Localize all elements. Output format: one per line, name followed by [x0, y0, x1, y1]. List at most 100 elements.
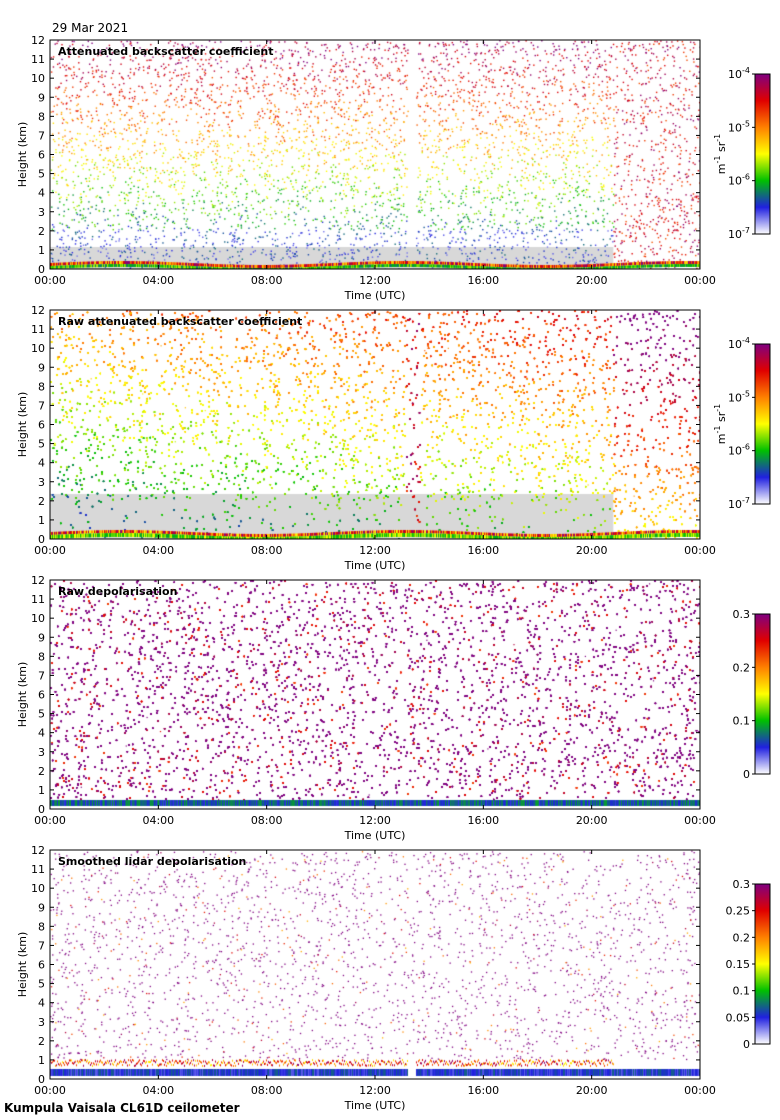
- y-tick-label: 2: [38, 225, 45, 238]
- y-tick-label: 11: [31, 593, 45, 606]
- y-tick-label: 6: [38, 689, 45, 702]
- x-tick-label: 04:00: [142, 1084, 174, 1097]
- colorbar-tick-label: 10-7: [728, 226, 750, 241]
- x-tick-label: 20:00: [576, 814, 608, 827]
- colorbar-tick-label: 0.3: [733, 878, 751, 891]
- y-tick-label: 7: [38, 669, 45, 682]
- colorbar-unit: m-1 sr-1: [713, 134, 728, 174]
- y-tick-label: 0: [38, 263, 45, 276]
- y-tick-label: 6: [38, 149, 45, 162]
- x-tick-label: 00:00: [34, 814, 66, 827]
- panel-title: Smoothed lidar depolarisation: [58, 855, 246, 868]
- y-tick-label: 3: [38, 206, 45, 219]
- y-tick-label: 1: [38, 514, 45, 527]
- y-tick-label: 9: [38, 631, 45, 644]
- y-axis-title: Height (km): [16, 662, 29, 728]
- x-tick-label: 04:00: [142, 544, 174, 557]
- y-tick-label: 11: [31, 323, 45, 336]
- x-tick-label: 00:00: [684, 1084, 716, 1097]
- y-tick-label: 0: [38, 533, 45, 546]
- colorbar-tick-label: 10-5: [728, 119, 750, 134]
- x-tick-label: 12:00: [359, 544, 391, 557]
- y-tick-label: 10: [31, 72, 45, 85]
- x-tick-label: 16:00: [467, 1084, 499, 1097]
- panel-title: Attenuated backscatter coefficient: [58, 45, 274, 58]
- y-tick-label: 12: [31, 574, 45, 587]
- date-label: 29 Mar 2021: [52, 21, 129, 35]
- y-tick-label: 9: [38, 361, 45, 374]
- y-tick-label: 5: [38, 168, 45, 181]
- colorbar-tick-label: 10-4: [728, 336, 750, 351]
- colorbar-tick-label: 0.1: [733, 985, 751, 998]
- x-tick-label: 00:00: [684, 544, 716, 557]
- y-tick-label: 11: [31, 863, 45, 876]
- y-tick-label: 0: [38, 803, 45, 816]
- y-tick-label: 4: [38, 457, 45, 470]
- colorbar-tick-label: 0: [743, 768, 750, 781]
- colorbar: [754, 343, 771, 505]
- y-tick-label: 8: [38, 110, 45, 123]
- y-tick-label: 7: [38, 129, 45, 142]
- x-tick-label: 20:00: [576, 1084, 608, 1097]
- instrument-label: Kumpula Vaisala CL61D ceilometer: [4, 1101, 240, 1115]
- y-tick-label: 8: [38, 650, 45, 663]
- x-tick-label: 04:00: [142, 814, 174, 827]
- panel-title: Raw depolarisation: [58, 585, 177, 598]
- colorbar-tick-label: 0.3: [733, 608, 751, 621]
- x-tick-label: 12:00: [359, 814, 391, 827]
- colorbar-tick-label: 0.15: [726, 958, 751, 971]
- y-tick-label: 3: [38, 476, 45, 489]
- y-tick-label: 4: [38, 727, 45, 740]
- colorbar: [754, 613, 771, 775]
- colorbar-tick-label: 0.1: [733, 715, 751, 728]
- x-tick-label: 00:00: [34, 544, 66, 557]
- y-tick-label: 0: [38, 1073, 45, 1086]
- y-tick-label: 6: [38, 419, 45, 432]
- y-axis-title: Height (km): [16, 122, 29, 188]
- colorbar-tick-label: 10-6: [728, 443, 750, 458]
- x-axis-title: Time (UTC): [344, 1099, 406, 1112]
- x-tick-label: 12:00: [359, 1084, 391, 1097]
- y-tick-label: 10: [31, 612, 45, 625]
- y-tick-label: 3: [38, 746, 45, 759]
- x-tick-label: 08:00: [251, 274, 283, 287]
- y-tick-label: 7: [38, 939, 45, 952]
- y-tick-label: 8: [38, 920, 45, 933]
- y-tick-label: 8: [38, 380, 45, 393]
- x-tick-label: 00:00: [34, 1084, 66, 1097]
- y-tick-label: 12: [31, 844, 45, 857]
- x-tick-label: 08:00: [251, 814, 283, 827]
- colorbar-tick-label: 0.05: [726, 1011, 751, 1024]
- colorbar: [754, 883, 771, 1045]
- y-tick-label: 1: [38, 1054, 45, 1067]
- colorbar-tick-label: 0: [743, 1038, 750, 1051]
- y-tick-label: 2: [38, 765, 45, 778]
- heatmap-texture: [50, 580, 700, 809]
- y-tick-label: 9: [38, 91, 45, 104]
- y-tick-label: 12: [31, 304, 45, 317]
- x-tick-label: 00:00: [684, 814, 716, 827]
- colorbar-tick-label: 10-4: [728, 66, 750, 81]
- heatmap-texture: [50, 850, 700, 1079]
- colorbar-tick-label: 0.2: [733, 931, 751, 944]
- x-axis-title: Time (UTC): [344, 289, 406, 302]
- x-tick-label: 00:00: [684, 274, 716, 287]
- x-tick-label: 08:00: [251, 544, 283, 557]
- colorbar-tick-label: 10-5: [728, 389, 750, 404]
- x-tick-label: 16:00: [467, 274, 499, 287]
- colorbar-tick-label: 10-7: [728, 496, 750, 511]
- x-tick-label: 20:00: [576, 274, 608, 287]
- x-axis-title: Time (UTC): [344, 829, 406, 842]
- y-tick-label: 10: [31, 342, 45, 355]
- panel-title: Raw attenuated backscatter coefficient: [58, 315, 302, 328]
- heatmap-texture: [50, 310, 700, 539]
- y-tick-label: 4: [38, 187, 45, 200]
- y-axis-title: Height (km): [16, 392, 29, 458]
- y-tick-label: 2: [38, 1035, 45, 1048]
- y-tick-label: 4: [38, 997, 45, 1010]
- y-tick-label: 5: [38, 708, 45, 721]
- x-tick-label: 04:00: [142, 274, 174, 287]
